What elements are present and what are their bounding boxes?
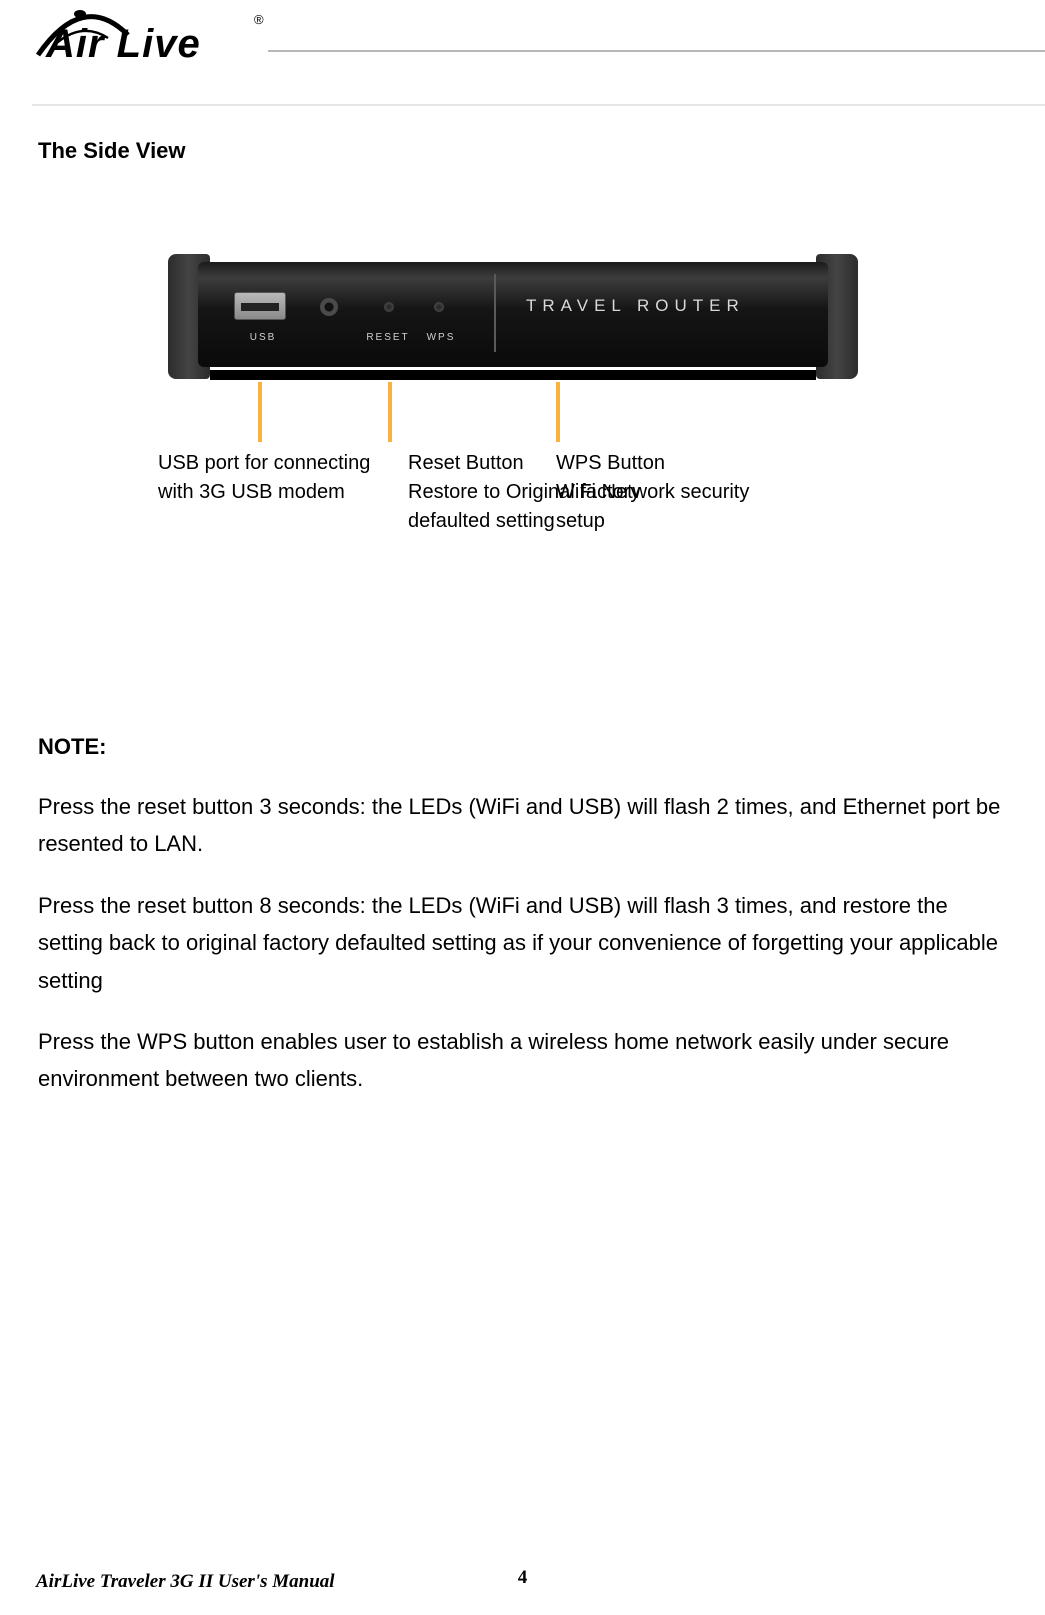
wps-port-label: WPS: [416, 332, 466, 343]
usb-port-label: USB: [238, 332, 288, 343]
wps-button-icon: [434, 302, 444, 312]
router-device-illustration: TRAVEL ROUTER USB RESET WPS: [168, 254, 858, 379]
page-number: 4: [518, 1567, 528, 1589]
brand-logo: Air Live ®: [18, 0, 268, 80]
device-separator: [494, 274, 496, 352]
note-paragraph-1: Press the reset button 3 seconds: the LE…: [38, 788, 1007, 863]
footer-manual-title: AirLive Traveler 3G II User's Manual: [36, 1571, 335, 1593]
registered-mark: ®: [254, 12, 264, 27]
brand-name: Air Live: [46, 22, 201, 67]
note-paragraph-2: Press the reset button 8 seconds: the LE…: [38, 887, 1007, 999]
jack-icon: [320, 298, 338, 316]
reset-button-icon: [384, 302, 394, 312]
note-heading: NOTE:: [38, 734, 1007, 760]
section-title: The Side View: [38, 138, 1007, 164]
leader-line-wps: [556, 382, 560, 442]
header-divider: [268, 50, 1045, 52]
leader-line-reset: [388, 382, 392, 442]
note-paragraph-3: Press the WPS button enables user to est…: [38, 1023, 1007, 1098]
device-front-text: TRAVEL ROUTER: [526, 296, 745, 316]
reset-port-label: RESET: [363, 332, 413, 343]
leader-line-usb: [258, 382, 262, 442]
device-figure: TRAVEL ROUTER USB RESET WPS USB port for…: [168, 254, 1007, 624]
header-divider-2: [32, 104, 1045, 106]
usb-port-icon: [234, 292, 286, 320]
device-bottom-strip: [210, 370, 816, 380]
callout-usb: USB port for connecting with 3G USB mode…: [158, 449, 398, 507]
callout-wps: WPS ButtonWiFi Network security setup: [556, 449, 776, 536]
page-header: Air Live ®: [0, 0, 1045, 90]
page-content: The Side View TRAVEL ROUTER USB RESET WP…: [0, 138, 1045, 1098]
